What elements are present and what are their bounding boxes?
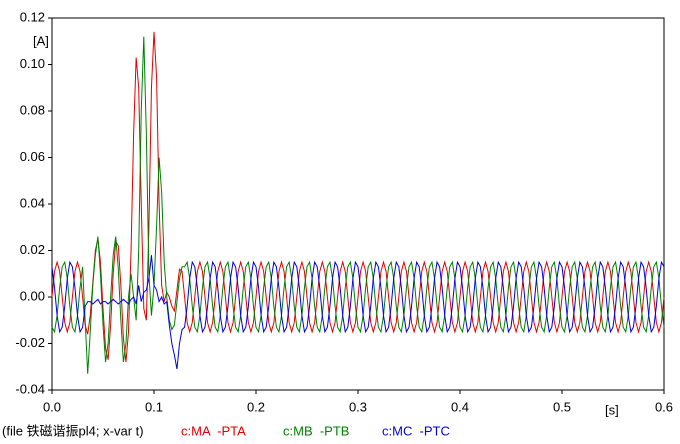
y-tick-label: 0.04 (20, 195, 45, 210)
x-tick-label: 0.5 (553, 399, 571, 414)
y-tick-label: 0.08 (20, 102, 45, 117)
x-tick-label: 0.2 (247, 399, 265, 414)
series-line (51, 31, 665, 363)
y-tick-label: -0.02 (15, 335, 45, 350)
y-tick-label: 0.00 (20, 288, 45, 303)
x-tick-label: 0.6 (655, 399, 673, 414)
x-tick-label: 0.3 (349, 399, 367, 414)
x-unit: [s] (605, 402, 619, 417)
y-tick-label: 0.12 (20, 9, 45, 24)
series-line (51, 255, 665, 370)
y-tick-label: 0.06 (20, 149, 45, 164)
y-unit: [A] (33, 33, 49, 48)
x-tick-label: 0.0 (43, 399, 61, 414)
plot-frame (51, 17, 665, 391)
legend-entry: c:MC -PTC (382, 423, 450, 438)
y-tick-label: 0.10 (20, 56, 45, 71)
legend-entry: c:MB -PTB (283, 423, 349, 438)
file-label: (file 铁磁谐振pl4; x-var t) (2, 423, 144, 438)
x-tick-label: 0.1 (145, 399, 163, 414)
y-tick-label: -0.04 (15, 381, 45, 396)
y-tick-label: 0.02 (20, 242, 45, 257)
legend-entry: c:MA -PTA (181, 423, 246, 438)
x-tick-label: 0.4 (451, 399, 469, 414)
